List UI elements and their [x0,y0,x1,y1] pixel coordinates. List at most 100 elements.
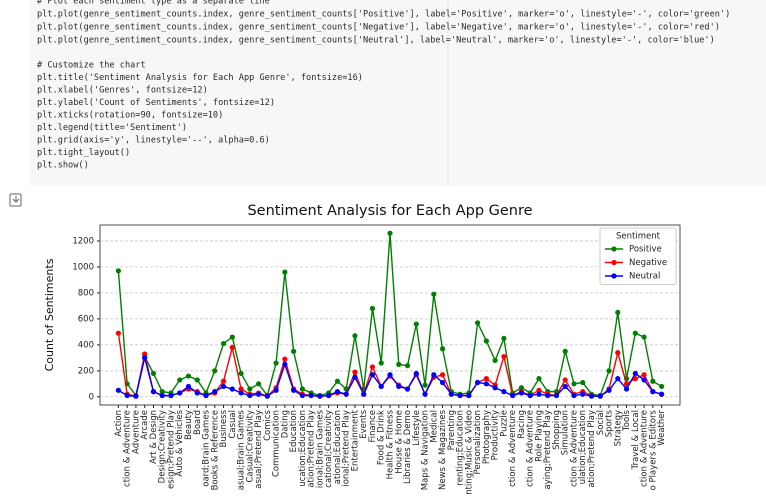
output-icon[interactable] [9,193,22,207]
point [142,351,148,357]
point [238,386,244,392]
legend-title: Sentiment [616,232,661,242]
x-tick-label: ction & Adventure [526,410,536,487]
point [466,392,472,399]
x-tick-label: Action [114,410,124,437]
code-line: plt.ylabel('Count of Sentiments', fontsi… [37,98,275,108]
point [177,377,183,383]
point [142,355,148,361]
x-tick-label: Design;Creativity [158,410,168,483]
point [124,392,130,399]
point [422,382,428,388]
series-line [117,333,662,398]
point [475,320,481,326]
point [273,360,279,366]
x-tick-label: ction & Adventure [640,410,650,487]
point [396,361,402,367]
point [299,386,305,392]
x-tick-label: ction & Adventure [569,410,579,487]
point [255,391,262,397]
point [369,364,376,370]
point [291,387,297,393]
point [168,392,174,399]
point [247,392,253,399]
x-tick-label: nting;Music & Video [464,410,474,495]
point [448,391,454,397]
point [352,374,358,380]
point [641,334,647,340]
y-tick-label: 1200 [72,236,94,246]
x-tick-label: Entertainment [350,409,360,471]
x-tick-label: Productivity [491,410,501,460]
point [536,387,542,393]
point [220,340,227,347]
point [291,348,297,354]
x-tick-label: Communication [272,410,282,477]
point [501,353,507,360]
point [212,389,218,395]
y-tick-label: 600 [78,314,94,324]
code-line: plt.show() [37,161,89,171]
x-tick-label: Arcade [140,410,150,440]
x-tick-label: Lifestyle [412,410,422,446]
x-tick-label: ction & Adventure [123,410,133,487]
point [273,387,279,393]
code-line: plt.plot(genre_sentiment_counts.index, g… [37,23,720,33]
point [387,372,393,378]
point [615,350,621,356]
point [562,348,568,354]
point [194,390,200,396]
x-tick-label: Shopping [552,410,562,450]
point [659,391,665,397]
point [571,381,577,387]
x-tick-label: ional;Brain Games [315,409,325,488]
x-tick-label: Comics [263,409,273,440]
point [369,372,376,378]
point [220,383,227,390]
code-line: plt.tight_layout() [37,148,130,158]
x-tick-label: Books & Reference [210,410,220,490]
point [308,392,314,399]
x-tick-label: ation;Pretend Play [587,410,597,488]
point [299,392,305,399]
point [492,357,498,364]
point [615,376,621,382]
code-line: plt.grid(axis='y', linestyle='--', alpha… [37,136,270,146]
point [510,392,516,399]
x-tick-label: News & Magazines [438,409,448,490]
code-line: plt.xlabel('Genres', fontsize=12) [37,86,208,96]
point [150,370,157,377]
point [378,360,384,366]
point [571,392,577,399]
x-tick-label: Art & Design [149,410,159,464]
point [185,383,192,390]
point [229,386,235,392]
code-line: plt.title('Sentiment Analysis for Each A… [37,73,363,83]
point [115,387,121,393]
x-tick-label: Maps & Navigation [421,410,431,490]
legend-label: Negative [629,258,667,268]
x-tick-label: Puzzle [499,410,509,437]
point [264,393,270,399]
point [317,393,323,399]
point [588,393,595,399]
point [194,377,200,383]
x-tick-label: Events [359,409,369,438]
x-tick-label: Board [193,410,203,435]
x-tick-label: ucation;Education [298,410,308,487]
point [439,379,446,386]
point [387,230,393,236]
x-tick-label: o Players & Editors [648,409,658,490]
x-tick-label: Weather [657,410,667,446]
point [378,383,384,390]
point [396,383,402,390]
code-line: # Plot each sentiment type as a separate… [37,0,270,7]
x-tick-label: ational;Education [333,410,343,484]
x-tick-label: Casual [228,410,238,439]
point [632,330,638,336]
x-tick-label: esign;Pretend Play [166,410,176,489]
point [352,333,358,339]
x-tick-label: ional;Pretend Play [342,410,352,487]
